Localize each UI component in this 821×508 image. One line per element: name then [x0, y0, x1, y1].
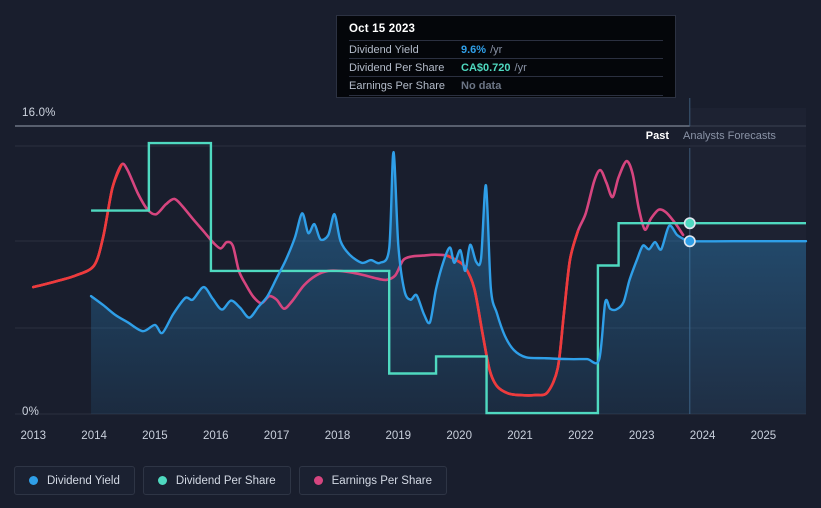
tooltip-row-unit: /yr [490, 43, 503, 56]
x-axis-tick-2024: 2024 [689, 430, 716, 442]
tooltip-row-label: Earnings Per Share [349, 79, 445, 92]
tooltip-row: Dividend Per Share CA$0.720/yr [349, 58, 663, 76]
tooltip-row-value: CA$0.720 [461, 61, 511, 74]
x-axis-tick-2016: 2016 [203, 430, 229, 442]
earnings-per-share-line-negative [445, 230, 580, 397]
tooltip-row-value: No data [461, 79, 502, 92]
x-axis-tick-2015: 2015 [142, 430, 168, 442]
x-axis-tick-2020: 2020 [446, 430, 472, 442]
tooltip-row-unit: /yr [514, 61, 527, 74]
earnings-per-share-line-negative [31, 163, 123, 289]
legend-item-label: Dividend Yield [47, 474, 120, 487]
dividend-yield-area [91, 152, 806, 414]
x-axis-tick-2021: 2021 [507, 430, 533, 442]
x-axis-tick-2022: 2022 [568, 430, 594, 442]
series-marker [683, 235, 696, 248]
legend-item-label: Earnings Per Share [331, 474, 432, 487]
legend-item-dividend-per-share[interactable]: Dividend Per Share [142, 466, 291, 495]
past-band-label: Past [645, 130, 669, 142]
x-axis-tick-2019: 2019 [385, 430, 412, 442]
x-axis-tick-2018: 2018 [324, 430, 351, 442]
tooltip-row: Dividend Yield 9.6%/yr [349, 40, 663, 58]
tooltip-row: Earnings Per Share No data [349, 76, 663, 94]
chart-legend: Dividend Yield Dividend Per Share Earnings… [14, 466, 447, 495]
tooltip-row-label: Dividend Yield [349, 43, 419, 56]
series-marker [683, 217, 696, 230]
x-axis-tick-2013: 2013 [20, 430, 47, 442]
chart-tooltip: Oct 15 2023 Dividend Yield 9.6%/yr Dividen… [336, 15, 676, 98]
tooltip-rows: Dividend Yield 9.6%/yr Dividend Per Share C… [349, 40, 663, 96]
legend-dot-icon [157, 476, 167, 485]
legend-item-earnings-per-share[interactable]: Earnings Per Share [298, 466, 447, 495]
x-axis-tick-2023: 2023 [628, 430, 655, 442]
legend-dot-icon [29, 476, 38, 485]
y-axis-label-max: 16.0% [22, 107, 56, 119]
legend-item-dividend-yield[interactable]: Dividend Yield [14, 466, 135, 495]
x-axis-tick-2017: 2017 [263, 430, 290, 442]
dividend-per-share-line [91, 141, 806, 415]
y-axis-label-min: 0% [22, 406, 40, 418]
tooltip-row-label: Dividend Per Share [349, 61, 445, 74]
legend-item-label: Dividend Per Share [175, 474, 276, 487]
chart-plot-area [15, 98, 808, 415]
dividend-yield-line [89, 150, 808, 365]
legend-dot-icon [313, 476, 323, 485]
x-axis-tick-2025: 2025 [750, 430, 777, 442]
earnings-per-share-line [31, 159, 685, 397]
chart-svg [15, 98, 808, 415]
tooltip-date: Oct 15 2023 [349, 23, 416, 35]
x-axis: 2013 2014 2015 2016 2017 2018 2019 2020 2021 2022… [0, 430, 821, 450]
forecast-band-label: Analysts Forecasts [683, 130, 776, 142]
x-axis-tick-2014: 2014 [81, 430, 107, 442]
tooltip-bottom-rule [349, 94, 663, 96]
tooltip-row-value: 9.6% [461, 43, 487, 56]
